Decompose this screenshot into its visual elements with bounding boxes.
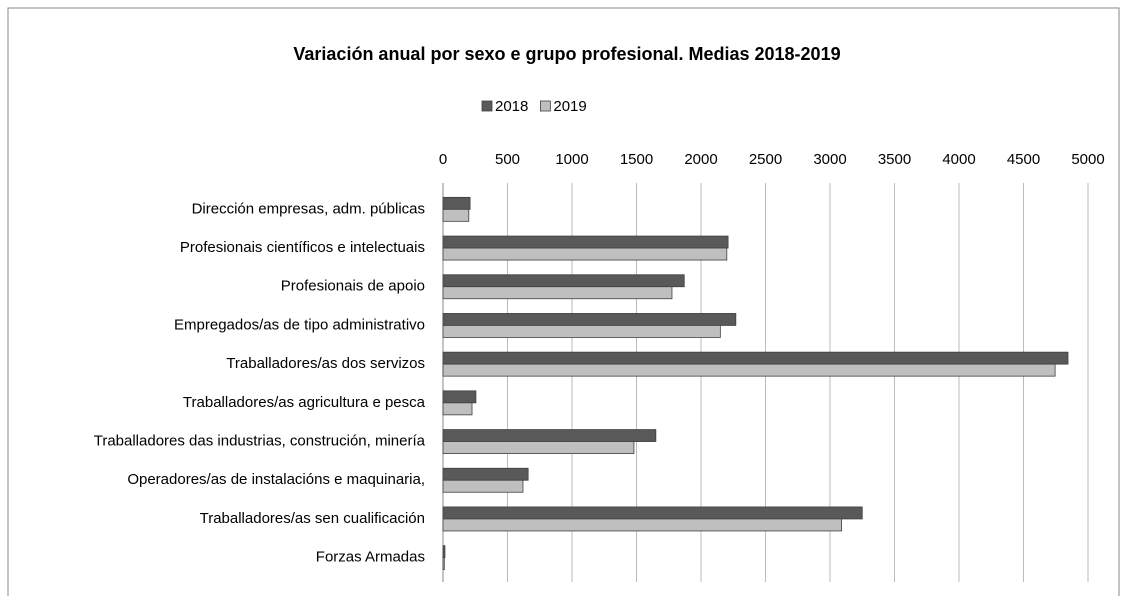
bar [442,235,729,249]
x-tick-label: 1500 [620,151,653,168]
bar [442,313,737,326]
bar [442,441,635,454]
bar [442,274,685,288]
bar [442,196,471,210]
y-tick-label: Traballadores/as dos servizos [226,355,425,372]
y-tick-label: Empregados/as de tipo administrativo [174,316,425,333]
x-tick-label: 4000 [942,151,975,168]
bar [442,557,445,571]
bar [442,247,728,261]
legend-swatch [481,100,493,112]
bar [442,286,673,300]
legend-label: 2018 [495,98,528,115]
x-tick-label: 3000 [813,151,846,168]
bar [442,545,446,559]
y-tick-label: Traballadores/as agricultura e pesca [183,394,426,411]
y-tick-label: Traballadores/as sen cualificación [200,510,425,527]
bar [442,402,473,416]
bar [442,351,1069,365]
y-tick-label: Traballadores das industrias, construció… [94,433,426,450]
y-tick-label: Operadores/as de instalacións e maquinar… [127,471,425,488]
bar [442,325,721,338]
x-tick-label: 5000 [1071,151,1104,168]
x-tick-label: 500 [495,151,520,168]
chart-title: Variación anual por sexo e grupo profesi… [293,44,840,64]
bar [442,518,843,532]
chart-frame [7,7,1120,601]
y-tick-label: Profesionais científicos e intelectuais [180,239,425,256]
legend-label: 2019 [553,98,586,115]
x-tick-label: 0 [439,151,447,168]
bar [442,390,477,404]
x-tick-label: 3500 [878,151,911,168]
bar [442,363,1056,377]
bar [442,467,529,481]
bar [442,479,524,493]
y-tick-label: Forzas Armadas [316,549,425,566]
bar [442,208,470,222]
y-tick-label: Profesionais de apoio [281,278,425,295]
y-tick-label: Dirección empresas, adm. públicas [192,200,425,217]
bar [442,429,657,442]
bar [442,506,863,520]
legend-swatch [539,100,551,112]
x-tick-label: 2000 [684,151,717,168]
x-tick-label: 4500 [1007,151,1040,168]
x-tick-label: 1000 [555,151,588,168]
x-tick-label: 2500 [749,151,782,168]
